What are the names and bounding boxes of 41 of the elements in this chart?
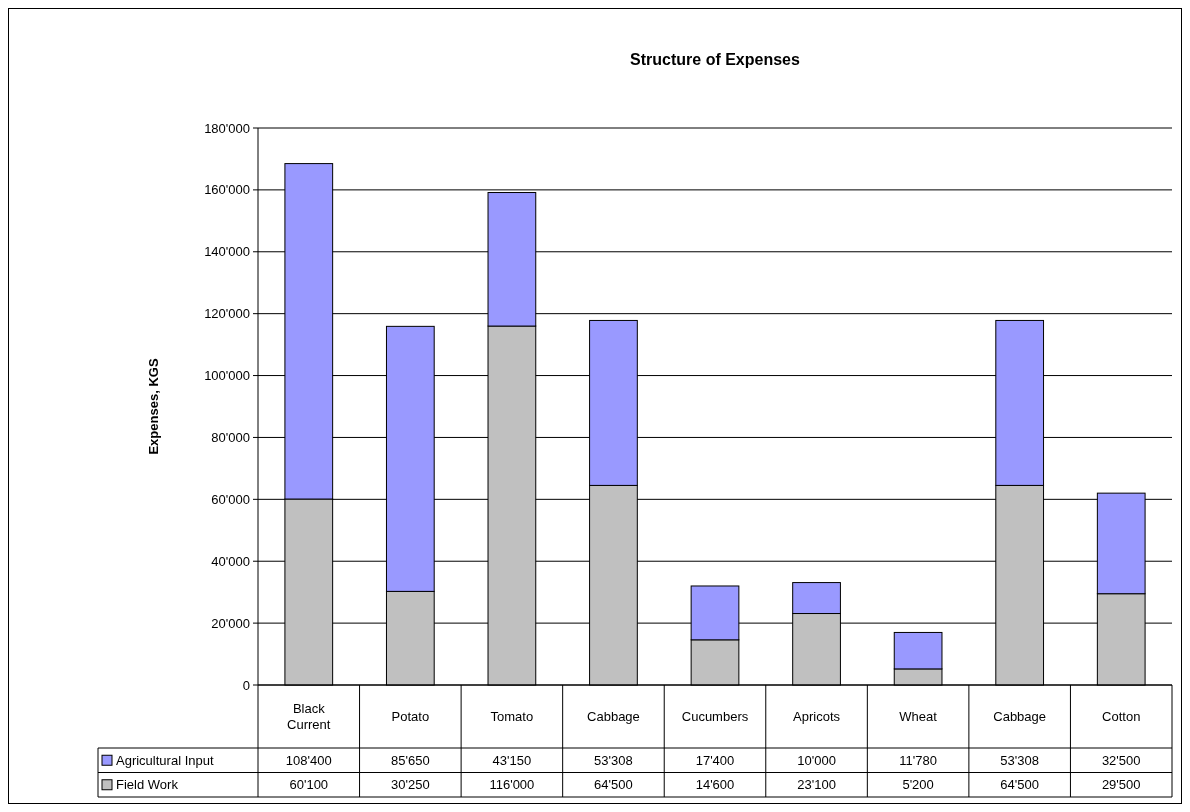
y-axis-title: Expenses, KGS	[146, 358, 161, 455]
y-tick-label: 20'000	[211, 615, 250, 631]
x-tick-label: Cotton	[1102, 709, 1141, 725]
data-label: 60'100	[289, 777, 329, 793]
data-label: 30'250	[391, 777, 430, 793]
legend-label: Field Work	[116, 777, 179, 793]
x-tick-label: Tomato	[490, 709, 534, 725]
y-tick-label: 180'000	[204, 120, 250, 136]
y-tick-label: 0	[242, 677, 250, 693]
data-label: 17'400	[695, 752, 735, 768]
x-tick-label: Apricots	[793, 709, 841, 725]
data-label: 11'780	[899, 752, 937, 768]
data-label: 23'100	[797, 777, 836, 793]
y-tick-label: 80'000	[211, 429, 250, 445]
x-tick-label: Cabbage	[993, 709, 1047, 725]
data-label: 5'200	[902, 777, 934, 793]
data-label: 14'600	[695, 777, 735, 793]
data-label: 43'150	[492, 752, 532, 768]
data-label: 10'000	[797, 752, 836, 768]
y-tick-label: 140'000	[204, 244, 250, 260]
data-label: 53'308	[594, 752, 633, 768]
data-label: 108'400	[285, 752, 332, 768]
y-tick-label: 100'000	[204, 368, 250, 384]
data-label: 64'500	[1000, 777, 1039, 793]
x-tick-label: Black Current	[287, 701, 331, 733]
x-tick-label: Cabbage	[587, 709, 640, 725]
data-label: 32'500	[1101, 752, 1141, 768]
x-tick-label: Cucumbers	[681, 709, 749, 725]
y-tick-label: 40'000	[211, 553, 250, 569]
data-label: 64'500	[594, 777, 633, 793]
y-tick-label: 120'000	[204, 306, 250, 322]
x-tick-label: Wheat	[899, 709, 938, 725]
data-label: 53'308	[1000, 752, 1039, 768]
data-label: 29'500	[1101, 777, 1141, 793]
data-label: 116'000	[489, 777, 535, 793]
x-tick-label: Potato	[391, 709, 430, 725]
y-tick-label: 160'000	[204, 182, 250, 198]
data-label: 85'650	[391, 752, 430, 768]
chart-title: Structure of Expenses	[630, 51, 801, 68]
y-tick-label: 60'000	[211, 491, 250, 507]
legend-label: Agricultural Input	[116, 752, 214, 768]
